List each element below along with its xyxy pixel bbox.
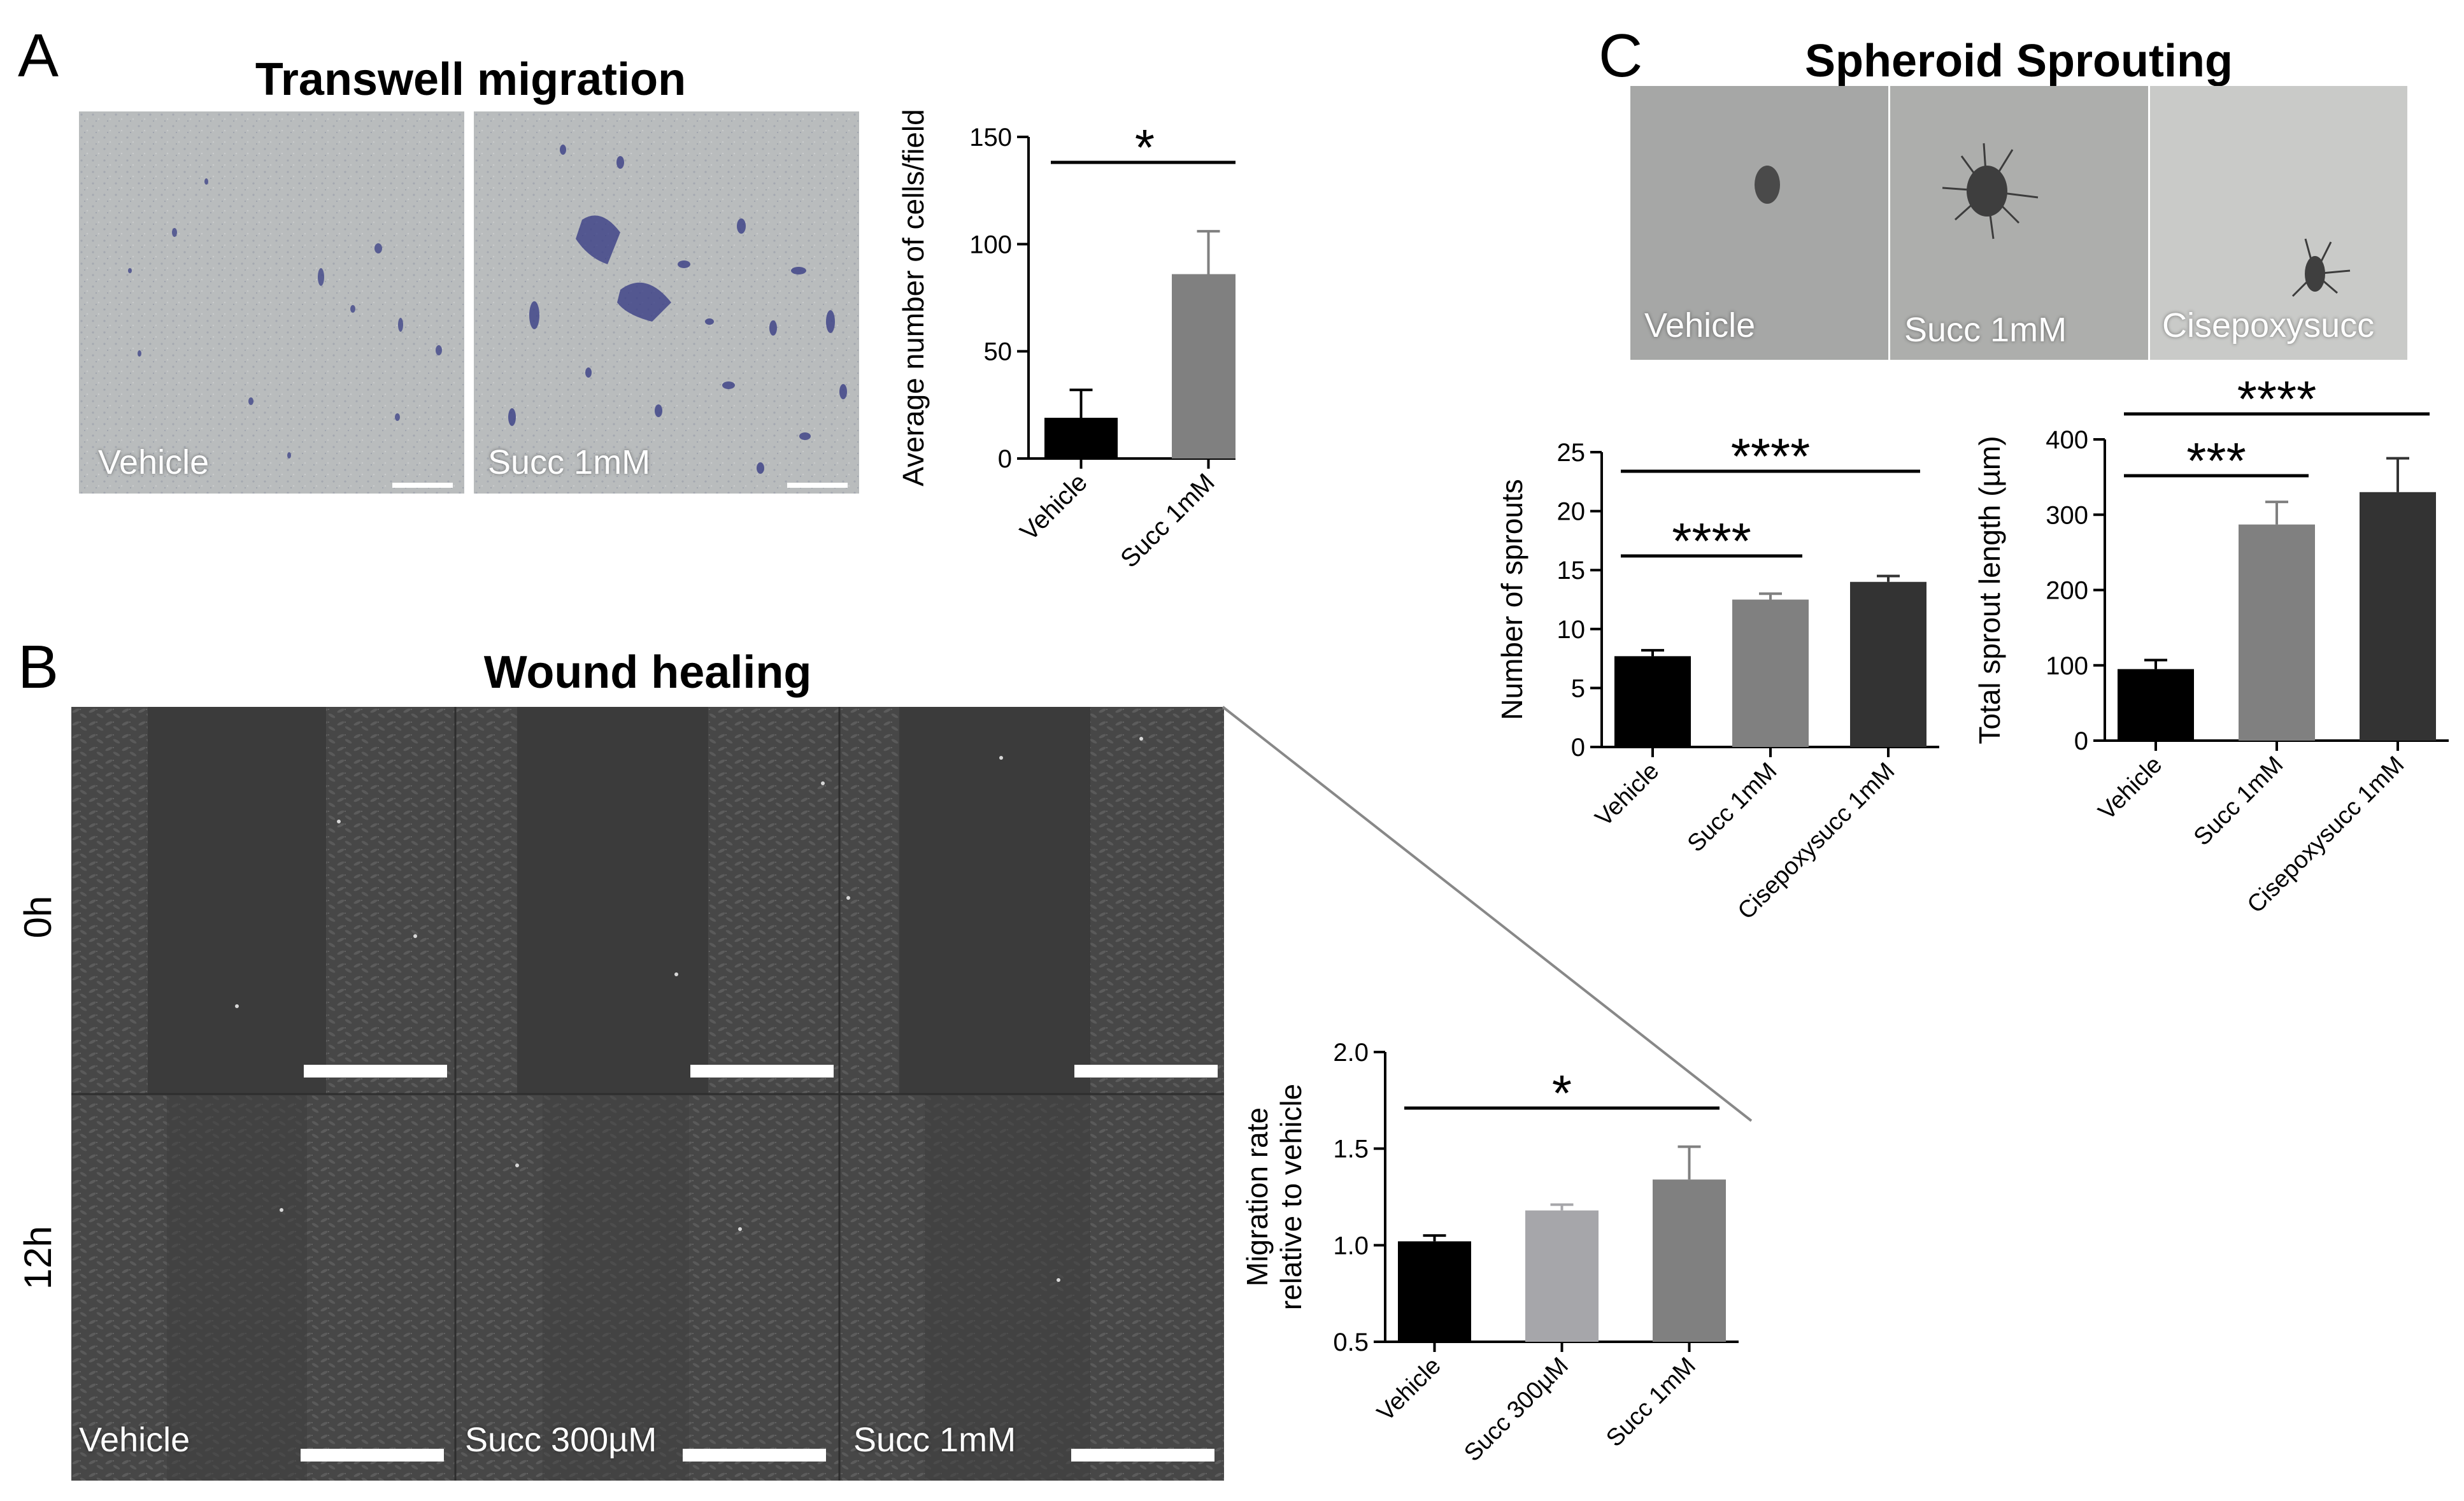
significance-label: **** (2237, 371, 2317, 427)
x-tick-label: Vehicle (1372, 1353, 1446, 1426)
sprout-length-bar-chart: 0 100 200 300 400 Total sprout length (µm) Veh… (1973, 371, 2449, 918)
scale-bar (1074, 1065, 1218, 1078)
panel-letter-a: A (18, 22, 59, 90)
y-axis-label: Number of sprouts (1495, 479, 1528, 720)
bar-cisepoxysucc-1mm (1850, 581, 1926, 747)
sprout-number-bar-chart: 0 5 10 15 20 25 Number of sprouts Vehicle Succ 1… (1495, 428, 1939, 925)
row-label-0h: 0h (17, 895, 59, 939)
wound-vehicle-label: Vehicle (79, 1421, 190, 1459)
y-tick-label: 10 (1557, 616, 1586, 644)
scale-bar (683, 1449, 826, 1462)
x-tick-label: Succ 1mM (1115, 468, 1220, 573)
transwell-bar-chart: 0 50 100 150 Average number of cells/field Ve… (897, 109, 1236, 573)
y-tick-label: 25 (1557, 439, 1586, 467)
spheroid-image-strip: Vehicle Succ 1mM Cisepoxysucc (1630, 86, 2407, 360)
scale-bar (690, 1065, 834, 1078)
y-tick-label: 2.0 (1333, 1039, 1369, 1067)
panel-a-title: Transwell migration (255, 54, 687, 105)
y-tick-label: 150 (969, 124, 1012, 152)
transwell-succ-texture (474, 111, 859, 494)
transwell-vehicle-label: Vehicle (98, 443, 210, 481)
bar-vehicle (1044, 418, 1118, 459)
y-axis-label: Total sprout length (µm) (1973, 436, 2006, 744)
significance-label: *** (2186, 432, 2246, 489)
y-tick-label: 400 (2046, 426, 2088, 454)
zoom-connector-line (1221, 706, 1753, 1122)
wound-succ1mm-label: Succ 1mM (853, 1421, 1016, 1459)
bar-vehicle (2118, 669, 2194, 741)
y-tick-label: 1.0 (1333, 1232, 1369, 1260)
bar-succ-1mm (1732, 599, 1809, 747)
wound-migration-bar-chart: 0.5 1.0 1.5 2.0 Migration raterelative to ve… (1241, 1039, 1739, 1467)
spheroid-vehicle-label: Vehicle (1644, 306, 1756, 345)
y-tick-label: 5 (1571, 674, 1585, 702)
spheroid-succ-label: Succ 1mM (1904, 311, 2067, 349)
x-tick-label: Succ 1mM (2189, 751, 2289, 851)
panel-b-title: Wound healing (483, 647, 812, 698)
x-tick-label: Vehicle (1590, 758, 1664, 832)
transwell-vehicle-image: Vehicle (79, 111, 464, 494)
y-tick-label: 100 (2046, 652, 2088, 680)
significance-label: * (1135, 119, 1155, 176)
scale-bar (301, 1449, 444, 1462)
x-tick-label: Vehicle (1015, 468, 1093, 546)
y-tick-label: 200 (2046, 577, 2088, 605)
bar-succ-300-m (1525, 1210, 1599, 1342)
y-tick-label: 0 (998, 445, 1012, 473)
y-tick-label: 0.5 (1333, 1328, 1369, 1356)
y-tick-label: 0 (2074, 727, 2088, 755)
y-tick-label: 15 (1557, 557, 1586, 585)
bar-vehicle (1398, 1241, 1471, 1342)
scale-bar (787, 483, 848, 488)
x-tick-label: Succ 300µM (1459, 1353, 1574, 1467)
significance-label: **** (1731, 428, 1811, 485)
scale-bar (304, 1065, 447, 1078)
bar-cisepoxysucc-1mm (2360, 492, 2436, 741)
y-tick-label: 0 (1571, 734, 1585, 762)
x-tick-label: Succ 1mM (1601, 1353, 1701, 1453)
panel-letter-b: B (18, 633, 59, 701)
y-tick-label: 20 (1557, 498, 1586, 526)
y-axis-label-line: Migration rate (1241, 1107, 1274, 1286)
transwell-vehicle-texture (79, 111, 464, 494)
wound-healing-texture (71, 707, 1224, 1481)
x-tick-label: Vehicle (2093, 751, 2167, 825)
x-tick-label: Succ 1mM (1683, 758, 1783, 858)
transwell-succ-label: Succ 1mM (488, 443, 651, 481)
bar-succ-1mm (1172, 274, 1236, 459)
wound-healing-image-grid: Vehicle Succ 300µM Succ 1mM (71, 707, 1224, 1481)
bar-vehicle (1614, 656, 1691, 747)
panel-c-title: Spheroid Sprouting (1805, 36, 2233, 87)
significance-label: **** (1672, 513, 1751, 569)
transwell-succ-image: Succ 1mM (474, 111, 859, 494)
bar-succ-1mm (1653, 1179, 1726, 1342)
y-tick-label: 300 (2046, 501, 2088, 529)
y-tick-label: 100 (969, 231, 1012, 259)
y-tick-label: 1.5 (1333, 1135, 1369, 1163)
significance-label: * (1552, 1065, 1572, 1121)
wound-succ300-label: Succ 300µM (465, 1421, 657, 1459)
panel-letter-c: C (1599, 22, 1643, 90)
y-axis-label: Migration raterelative to vehicle (1241, 1084, 1307, 1310)
y-axis-label-line: relative to vehicle (1274, 1084, 1307, 1310)
y-axis-label: Average number of cells/field (897, 109, 930, 486)
scale-bar (1071, 1449, 1214, 1462)
scale-bar (392, 483, 453, 488)
bar-succ-1mm (2239, 524, 2315, 741)
spheroid-cisepoxysucc-label: Cisepoxysucc (2162, 306, 2375, 345)
y-tick-label: 50 (984, 338, 1013, 366)
row-label-12h: 12h (17, 1225, 59, 1290)
spheroid-texture (1630, 86, 2407, 360)
